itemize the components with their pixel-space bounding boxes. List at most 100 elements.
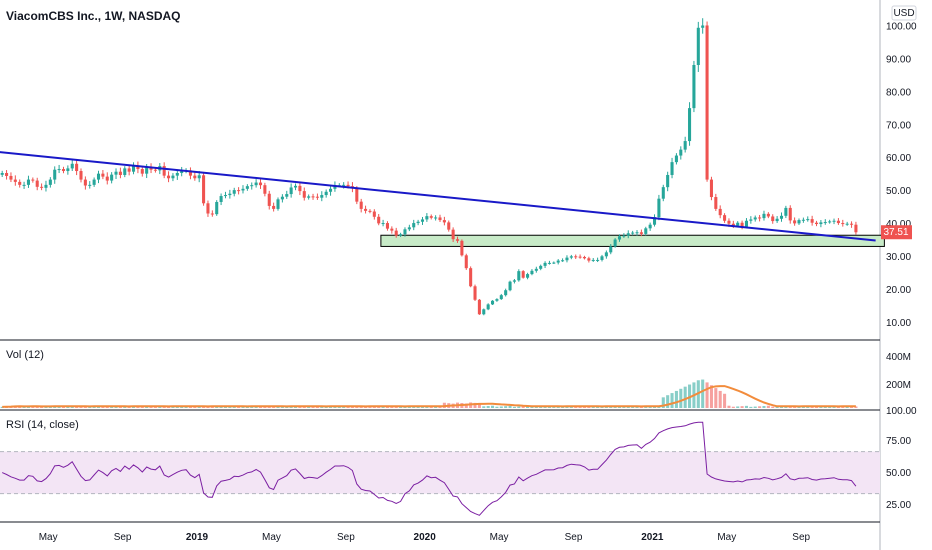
candle (320, 191, 324, 202)
candle (202, 172, 206, 206)
candle (600, 254, 604, 262)
volume-bar (631, 406, 635, 408)
candle (35, 177, 39, 191)
candle (499, 293, 503, 300)
candle (206, 200, 210, 217)
volume-bar (674, 390, 678, 408)
volume-bar (731, 406, 735, 408)
volume-bar (512, 406, 516, 408)
volume-bar (679, 388, 683, 408)
candle (136, 161, 140, 174)
candle (775, 216, 779, 223)
volume-bar (79, 406, 83, 408)
currency-badge[interactable] (891, 5, 917, 21)
candle (118, 167, 122, 179)
candle (0, 170, 4, 177)
candle (232, 187, 236, 197)
candle (53, 166, 57, 184)
support-zone (380, 234, 885, 247)
volume-bar (526, 406, 530, 408)
candle (267, 190, 271, 210)
candle (215, 200, 219, 216)
candle (140, 166, 144, 177)
volume-bar (237, 406, 241, 408)
candle (254, 179, 258, 188)
candle (526, 272, 530, 280)
volume-bar (521, 406, 525, 408)
candle (289, 183, 293, 198)
candle (26, 175, 30, 188)
candle (188, 167, 192, 180)
candle (521, 270, 525, 279)
candle (762, 210, 766, 221)
rsi-tick: 75.00 (886, 436, 911, 447)
candle (359, 198, 363, 213)
candle (714, 193, 718, 211)
candle (447, 220, 451, 232)
candle (420, 216, 425, 225)
volume-bar (495, 406, 499, 408)
candle (394, 227, 398, 238)
candle (723, 213, 727, 223)
time-tick: Sep (337, 532, 355, 543)
candle (219, 193, 223, 206)
candle (315, 193, 319, 200)
candle (237, 187, 241, 195)
candle (66, 165, 70, 175)
candle (648, 222, 652, 231)
volume-bar (762, 406, 766, 408)
volume-bar (482, 406, 486, 408)
rsi-path (2, 421, 857, 516)
candle (587, 256, 591, 263)
candle (845, 221, 849, 226)
volume-bar (158, 406, 162, 408)
candle (832, 218, 836, 225)
candle (377, 214, 381, 226)
volume-ma-line (2, 385, 856, 408)
volume-tick: 100.00 (886, 406, 917, 417)
candle (241, 185, 245, 194)
candle (9, 172, 13, 183)
volume-tick: 200M (886, 380, 911, 391)
candle (311, 193, 315, 200)
volume-bar (197, 406, 201, 408)
time-tick: 2019 (186, 532, 209, 543)
price-tick: 80.00 (886, 87, 911, 98)
time-tick: May (39, 532, 58, 543)
candle (784, 205, 788, 219)
candle (806, 216, 810, 222)
candle (22, 181, 26, 189)
volume-bar (744, 405, 748, 408)
candle (451, 227, 455, 242)
price-tick: 30.00 (886, 252, 911, 263)
volume-tick: 400M (886, 352, 911, 363)
volume-bar (315, 406, 319, 408)
candle (403, 227, 407, 237)
volume-bar (473, 402, 477, 408)
time-tick: May (262, 532, 281, 543)
candle (180, 166, 184, 177)
candle (132, 162, 136, 175)
volume-bar (683, 386, 687, 408)
price-tick: 20.00 (886, 285, 911, 296)
candle (670, 157, 674, 179)
candle (442, 216, 446, 226)
candle (491, 300, 495, 306)
last-price-badge (881, 225, 912, 240)
rsi-band (0, 451, 880, 495)
candle (539, 264, 543, 271)
candle (250, 182, 254, 190)
candle (753, 215, 757, 222)
candle (18, 179, 22, 188)
candle (565, 255, 569, 263)
candle (486, 303, 490, 311)
price-tick: 100.00 (886, 21, 917, 32)
volume-bar (434, 406, 438, 408)
candle (223, 191, 228, 199)
candle (609, 244, 613, 255)
candle (40, 183, 44, 191)
volume-bar (140, 406, 144, 408)
candle (364, 205, 368, 214)
candles (0, 18, 858, 316)
